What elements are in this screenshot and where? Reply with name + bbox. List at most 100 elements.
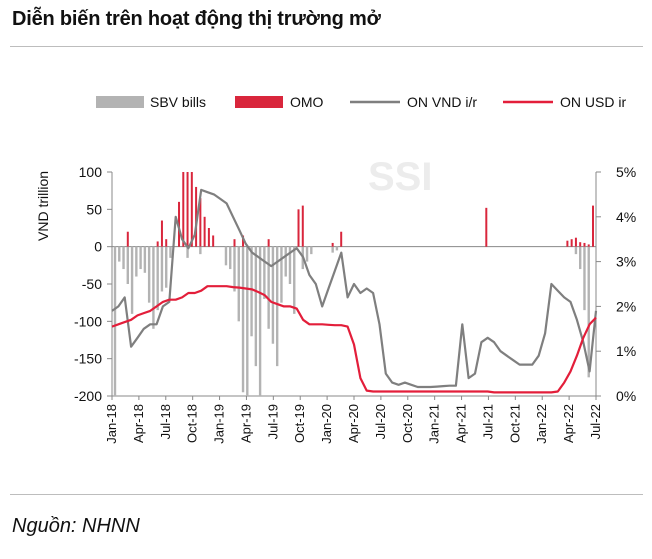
sbv-bill-bar	[574, 246, 578, 255]
x-tick-label: Oct-19	[292, 404, 307, 443]
omo-bar	[297, 209, 300, 247]
y-right-tick-label: 5%	[616, 164, 636, 180]
sbv-bill-bar	[233, 246, 236, 292]
watermark-text: SSI	[368, 155, 432, 199]
sbv-bill-bar	[165, 246, 168, 288]
x-tick-label: Apr-22	[561, 404, 576, 443]
x-tick-label: Jan-20	[319, 404, 334, 444]
legend: SBV bills OMO ON VND i/r ON USD ir	[96, 94, 626, 110]
y-left-tick-label: -200	[74, 388, 102, 404]
x-tick-label: Apr-18	[131, 404, 146, 443]
title-divider	[10, 46, 643, 47]
sbv-bill-bar	[126, 246, 130, 284]
sbv-bill-bar	[284, 246, 287, 277]
y-right-tick-label: 0%	[616, 388, 636, 404]
x-tick-label: Jan-22	[534, 404, 549, 444]
sbv-bill-bar	[186, 246, 189, 258]
x-tick-label: Jan-19	[212, 404, 227, 444]
omo-bar	[570, 239, 573, 247]
sbv-bill-bar	[229, 246, 232, 270]
chart-title: Diễn biến trên hoạt động thị trường mở	[12, 8, 381, 30]
legend-swatch-omo	[235, 96, 283, 108]
legend-label-on-vnd: ON VND i/r	[407, 94, 477, 110]
omo-bar	[233, 239, 236, 247]
x-tick-label: Jul-20	[373, 404, 388, 439]
x-tick-label: Jul-18	[158, 404, 173, 439]
omo-bar	[190, 172, 193, 247]
omo-bar	[156, 241, 159, 247]
sbv-bill-bar	[335, 246, 339, 251]
axes: 100 50 0 -50 -100 -150 -200 5% 4% 3% 2% 1% 0% Jan-18 A…	[74, 164, 636, 444]
y-axis-left-label: VND trillion	[35, 171, 51, 241]
x-tick-label: Jan-21	[427, 404, 442, 444]
omo-bar	[186, 172, 189, 247]
x-tick-label: Oct-21	[507, 404, 522, 443]
footer-divider	[10, 494, 643, 495]
sbv-bill-bar	[241, 246, 245, 393]
rate-lines	[111, 188, 598, 394]
omo-bar	[592, 205, 594, 247]
sbv-bill-bar	[578, 246, 582, 270]
legend-label-on-usd: ON USD ir	[560, 94, 626, 110]
x-tick-label: Apr-21	[454, 404, 469, 443]
omo-bar	[340, 231, 343, 247]
y-right-tick-label: 4%	[616, 209, 636, 225]
omo-bar	[195, 186, 198, 247]
sbv-bill-bar	[113, 246, 117, 396]
sbv-bill-bar	[237, 246, 240, 322]
on-vnd-rate-line	[111, 188, 598, 389]
omo-bar	[579, 242, 582, 247]
sbv-bill-bar	[271, 246, 275, 344]
omo-bar	[267, 239, 270, 247]
x-tick-label: Apr-19	[238, 404, 253, 443]
omo-bar	[331, 242, 334, 247]
sbv-bill-bar	[130, 246, 134, 314]
x-tick-label: Oct-18	[185, 404, 200, 443]
sbv-bill-bar	[293, 246, 296, 314]
omo-bar	[301, 205, 304, 247]
sbv-bill-bar	[147, 246, 151, 303]
y-right-tick-label: 2%	[616, 298, 636, 314]
omo-bar	[587, 244, 590, 247]
legend-label-omo: OMO	[290, 94, 324, 110]
omo-bar	[566, 240, 569, 247]
sbv-bill-bar	[246, 246, 249, 396]
sbv-bill-bar	[263, 246, 266, 299]
y-left-tick-label: -100	[74, 313, 102, 329]
sbv-bill-bar	[118, 246, 121, 262]
omo-bar	[583, 242, 586, 247]
legend-swatch-sbv-bills	[96, 96, 144, 108]
y-left-tick-label: 0	[94, 239, 102, 255]
y-right-tick-label: 1%	[616, 343, 636, 359]
sbv-bill-bar	[305, 246, 309, 262]
legend-label-sbv-bills: SBV bills	[150, 94, 206, 110]
sbv-bill-bar	[258, 246, 262, 396]
sbv-bill-bar	[160, 246, 164, 292]
y-left-tick-label: 100	[79, 164, 103, 180]
sbv-bill-bar	[250, 246, 253, 337]
y-right-tick-label: 3%	[616, 254, 636, 270]
market-operations-chart: SSI SBV bills OMO ON VND i/r ON USD ir V…	[35, 94, 636, 444]
x-tick-label: Oct-20	[400, 404, 415, 443]
omo-bar	[212, 235, 215, 247]
omo-bar	[178, 201, 181, 247]
omo-bar	[199, 198, 202, 247]
sbv-bill-bar	[254, 246, 258, 367]
y-left-tick-label: 50	[86, 201, 102, 217]
omo-bar	[182, 172, 185, 247]
sbv-bill-bar	[169, 246, 172, 258]
sbv-bill-bar	[310, 246, 313, 255]
omo-bar	[126, 231, 129, 247]
sbv-bill-bar	[583, 246, 586, 311]
sbv-bill-bar	[280, 246, 283, 303]
x-tick-label: Jul-19	[265, 404, 280, 439]
sbv-bill-bar	[199, 246, 202, 255]
omo-bar	[203, 216, 206, 247]
on-usd-rate-line	[111, 285, 597, 394]
sbv-bill-bar	[331, 246, 334, 253]
sbv-bill-bar	[275, 246, 279, 367]
omo-bar	[242, 235, 245, 247]
omo-bar	[485, 207, 488, 247]
sbv-bill-bar	[152, 246, 155, 329]
sbv-bill-bar	[156, 246, 159, 311]
